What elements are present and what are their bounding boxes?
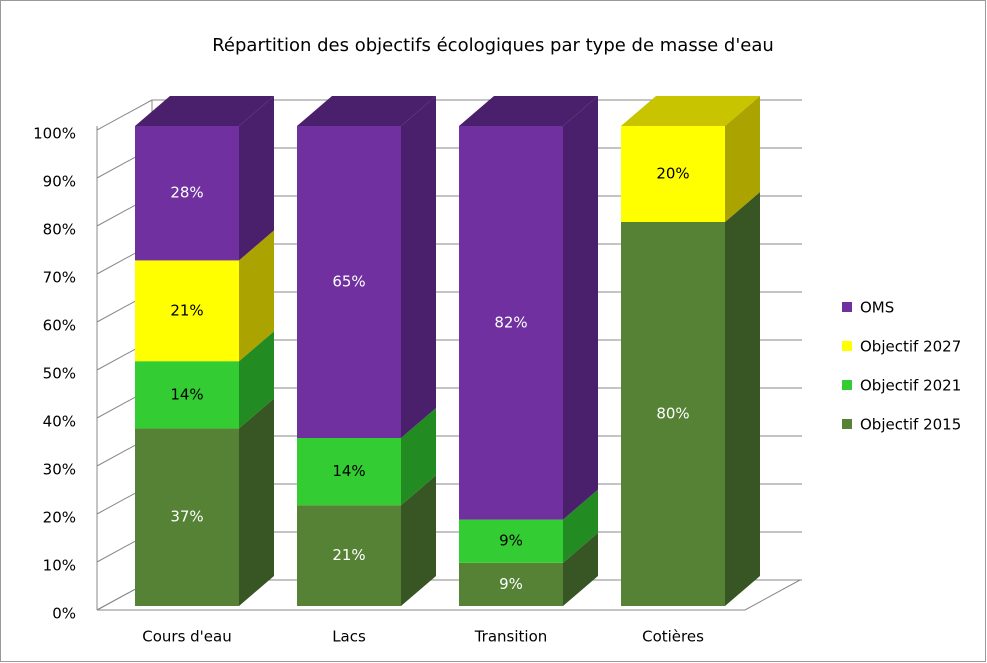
value-label: 21% <box>170 301 203 319</box>
chart-title: Répartition des objectifs écologiques pa… <box>212 35 774 56</box>
y-tick-label: 70% <box>43 269 76 287</box>
y-tick-label: 50% <box>43 365 76 383</box>
value-label: 82% <box>494 313 527 331</box>
bar-side <box>239 230 274 362</box>
value-label: 80% <box>656 405 689 423</box>
bar-top <box>621 96 760 126</box>
y-tick-label: 80% <box>43 221 76 239</box>
x-tick-label: Cotières <box>642 628 704 646</box>
bar-side <box>401 408 436 506</box>
bar-side <box>401 475 436 606</box>
bar-side <box>239 331 274 429</box>
legend-swatch <box>842 380 852 390</box>
value-label: 20% <box>656 165 689 183</box>
y-tick-label: 100% <box>33 125 76 143</box>
legend-label: Objectif 2015 <box>860 416 961 434</box>
bar <box>621 126 725 222</box>
y-tick-label: 60% <box>43 317 76 335</box>
x-tick-label: Transition <box>474 628 548 646</box>
bar-side <box>725 96 760 222</box>
value-label: 28% <box>170 184 203 202</box>
bar-side <box>563 489 598 563</box>
y-tick-label: 90% <box>43 173 76 191</box>
value-label: 9% <box>499 532 523 550</box>
bar-top <box>459 96 598 126</box>
y-tick-label: 30% <box>43 461 76 479</box>
bar-side <box>563 96 598 520</box>
bar-side <box>725 192 760 606</box>
x-tick-label: Lacs <box>332 628 366 646</box>
bar <box>135 260 239 362</box>
y-tick-label: 0% <box>52 605 76 623</box>
y-tick-label: 40% <box>43 413 76 431</box>
bar <box>297 126 401 438</box>
bar-top <box>135 96 274 126</box>
bar <box>459 562 563 606</box>
bar-top <box>297 96 436 126</box>
value-label: 37% <box>170 508 203 526</box>
bar <box>135 428 239 606</box>
bar-side <box>563 532 598 606</box>
bar <box>297 505 401 606</box>
bar-side <box>239 398 274 606</box>
bar <box>621 222 725 606</box>
y-tick-label: 20% <box>43 509 76 527</box>
legend-label: OMS <box>860 299 894 317</box>
x-tick-label: Cours d'eau <box>142 628 231 646</box>
bar <box>459 519 563 563</box>
value-label: 65% <box>332 273 365 291</box>
grid-line-wall <box>96 99 153 131</box>
value-label: 9% <box>499 575 523 593</box>
legend-label: Objectif 2021 <box>860 377 961 395</box>
legend-label: Objectif 2027 <box>860 338 961 356</box>
bar <box>297 438 401 506</box>
bar <box>459 126 563 520</box>
bar <box>135 126 239 261</box>
value-label: 21% <box>332 546 365 564</box>
y-tick-label: 10% <box>43 557 76 575</box>
bar-side <box>401 96 436 438</box>
value-label: 14% <box>170 385 203 403</box>
legend-swatch <box>842 302 852 312</box>
bar-side <box>239 96 274 261</box>
value-label: 14% <box>332 462 365 480</box>
legend-swatch <box>842 341 852 351</box>
bar <box>135 361 239 429</box>
legend-swatch <box>842 419 852 429</box>
